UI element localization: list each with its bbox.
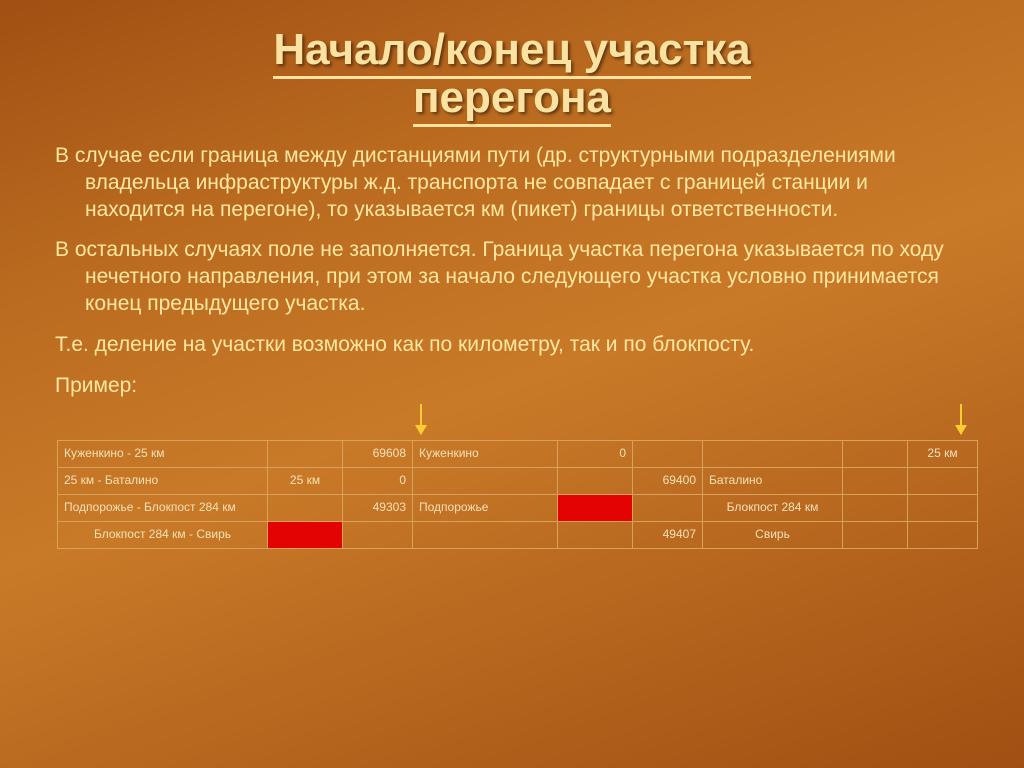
paragraph-1: В случае если граница между дистанциями … [55,143,969,224]
paragraph-2: В остальных случаях поле не заполняется.… [55,237,969,318]
table-cell: 25 км - Баталино [58,467,268,494]
table-cell [908,521,978,548]
arrow-right-icon [960,404,962,434]
table-cell: 0 [343,467,413,494]
paragraph-3: Т.е. деление на участки возможно как по … [55,332,969,359]
table-cell: 69608 [343,440,413,467]
table-cell [413,467,558,494]
table-cell: 49303 [343,494,413,521]
slide: Начало/конец участка перегона В случае е… [0,0,1024,768]
table-cell [558,521,633,548]
table-cell [633,494,703,521]
table-cell [908,494,978,521]
table-cell [268,521,343,548]
table-cell [268,440,343,467]
table-row: Блокпост 284 км - Свирь 49407Свирь [58,521,978,548]
table-cell: Баталино [703,467,843,494]
table-cell: Блокпост 284 км - Свирь [58,521,268,548]
table-cell: 25 км [908,440,978,467]
table-row: 25 км - Баталино25 км0 69400Баталино [58,467,978,494]
table-cell: 0 [558,440,633,467]
table-cell: Куженкино [413,440,558,467]
table-row: Куженкино - 25 км 69608Куженкино0 25 км [58,440,978,467]
table-cell [843,467,908,494]
table-cell: Подпорожье - Блокпост 284 км [58,494,268,521]
table-row: Подпорожье - Блокпост 284 км 49303Подпоро… [58,494,978,521]
table-cell [843,440,908,467]
table-cell [268,494,343,521]
table-cell [843,521,908,548]
arrow-left-icon [420,404,422,434]
table-cell: 69400 [633,467,703,494]
example-label: Пример: [55,373,969,400]
table-cell [633,440,703,467]
table-cell [703,440,843,467]
table-cell: Свирь [703,521,843,548]
table-cell [413,521,558,548]
slide-title: Начало/конец участка перегона [0,0,1024,123]
table-cell [558,494,633,521]
table-cell [343,521,413,548]
slide-body: В случае если граница между дистанциями … [0,123,1024,549]
table-cell: Блокпост 284 км [703,494,843,521]
table-cell: 25 км [268,467,343,494]
example-table: Куженкино - 25 км69608Куженкино025 км25 … [57,440,978,549]
title-line-1: Начало/конец участка [273,25,750,79]
table-cell: Подпорожье [413,494,558,521]
table-cell: Куженкино - 25 км [58,440,268,467]
table-cell [908,467,978,494]
table-cell [843,494,908,521]
title-line-2: перегона [413,73,611,127]
arrows [55,404,969,440]
table-cell [558,467,633,494]
table-cell: 49407 [633,521,703,548]
